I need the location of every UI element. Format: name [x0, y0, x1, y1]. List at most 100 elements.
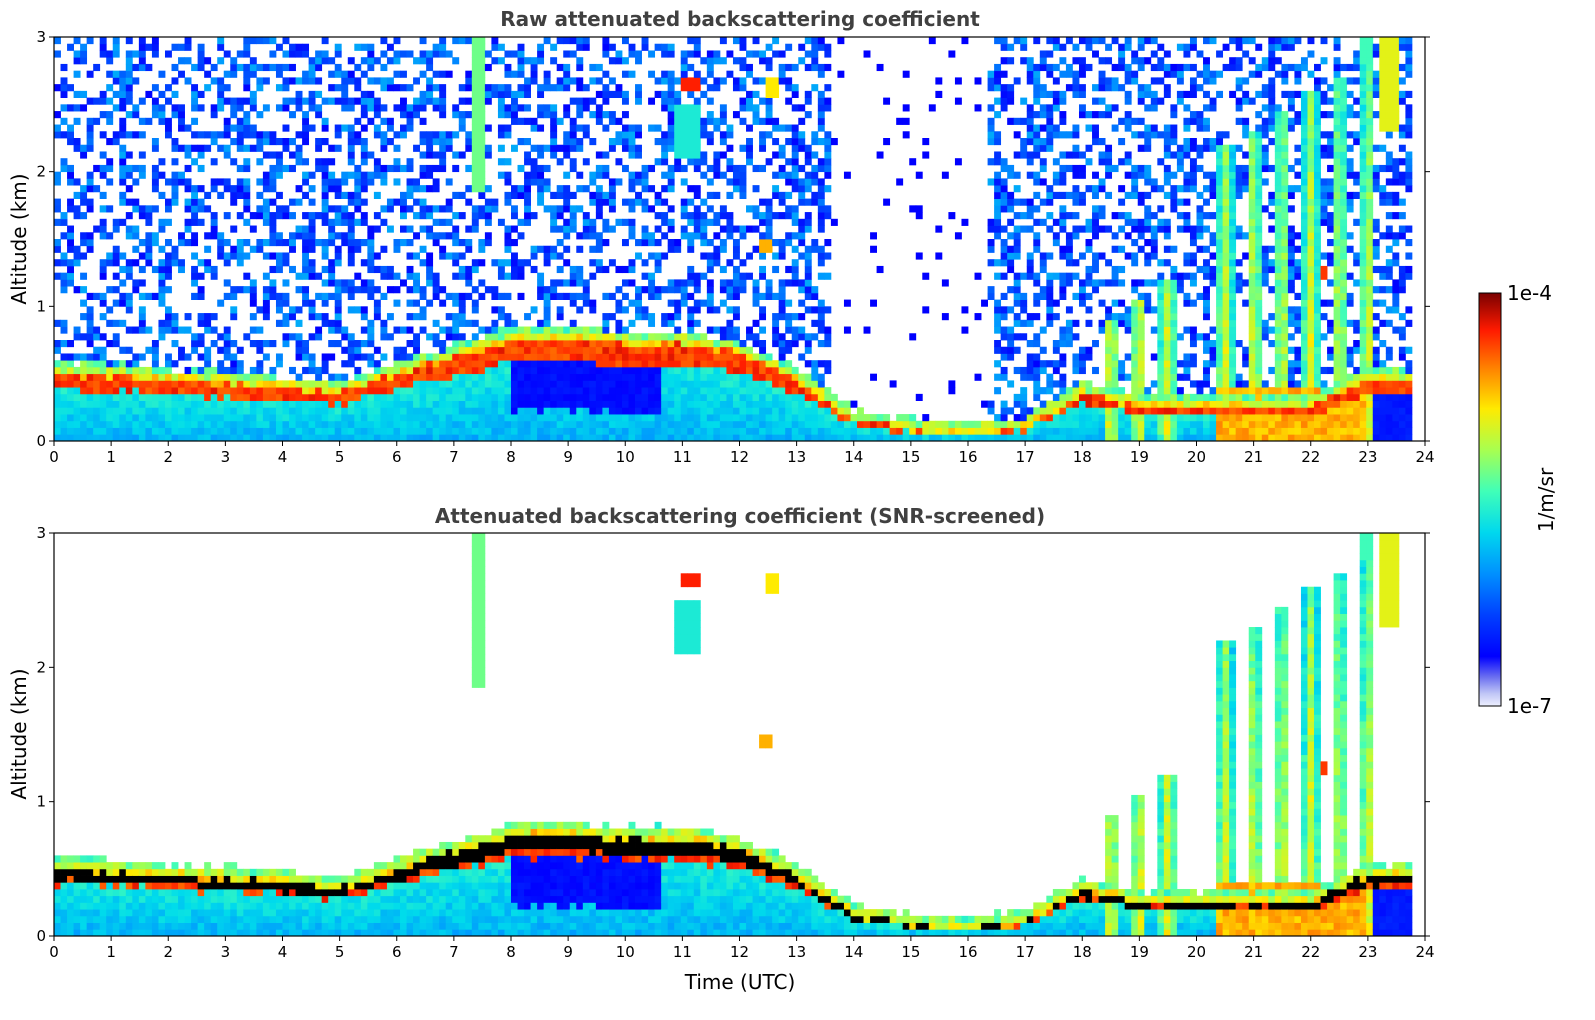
heatmap-cell [341, 239, 349, 247]
heatmap-cell [347, 144, 355, 152]
heatmap-cell [60, 373, 68, 381]
heatmap-cell [164, 353, 172, 361]
heatmap-cell [739, 380, 747, 388]
heatmap-cell [1007, 306, 1015, 314]
heatmap-cell [236, 191, 244, 199]
heatmap-cell [1072, 43, 1080, 51]
heatmap-cell [804, 400, 812, 408]
heatmap-cell [393, 144, 401, 152]
heatmap-cell [654, 380, 662, 388]
heatmap-cell [491, 57, 499, 65]
heatmap-cell [817, 185, 825, 193]
heatmap-cell [1000, 97, 1008, 105]
heatmap-cell [269, 232, 277, 240]
heatmap-cell [550, 292, 558, 300]
heatmap-cell [1033, 407, 1041, 415]
heatmap-cell [321, 218, 329, 226]
heatmap-cell [426, 279, 434, 287]
heatmap-cell [67, 272, 74, 280]
heatmap-cell [158, 292, 166, 300]
heatmap-cell [817, 313, 825, 321]
heatmap-cell [563, 111, 571, 119]
heatmap-cell [484, 239, 492, 247]
heatmap-cell [700, 225, 708, 233]
heatmap-cell [1046, 198, 1054, 206]
heatmap-cell [197, 380, 205, 388]
heatmap-cell [236, 63, 244, 72]
heatmap-cell [413, 393, 420, 401]
heatmap-cell [380, 292, 388, 300]
heatmap-cell [772, 319, 780, 327]
heatmap-cell [1007, 84, 1015, 92]
heatmap-cell [732, 313, 740, 321]
heatmap-cell [791, 151, 799, 159]
heatmap-cell [1020, 333, 1028, 341]
heatmap-cell [119, 299, 127, 307]
heatmap-cell [504, 259, 512, 267]
heatmap-cell [674, 279, 682, 287]
heatmap-cell [1072, 225, 1080, 233]
heatmap-cell [380, 400, 388, 408]
heatmap-cell [824, 63, 832, 72]
heatmap-cell [243, 205, 251, 213]
heatmap-cell [138, 63, 146, 72]
heatmap-cell [484, 185, 492, 193]
heatmap-cell [602, 239, 610, 247]
heatmap-cell [654, 43, 662, 51]
heatmap-cell [680, 70, 688, 78]
heatmap-cell [138, 366, 146, 375]
heatmap-cell [380, 393, 388, 401]
heatmap-cell [654, 158, 662, 166]
heatmap-cell [484, 63, 492, 72]
heatmap-cell [1007, 346, 1015, 354]
heatmap-cell [1000, 239, 1008, 247]
heatmap-cell [289, 239, 296, 247]
heatmap-cell [537, 185, 545, 193]
heatmap-cell [706, 414, 714, 422]
heatmap-cell [824, 131, 832, 139]
heatmap-cell [302, 380, 310, 388]
heatmap-cell [308, 387, 316, 395]
heatmap-cell [713, 232, 721, 240]
heatmap-cell [550, 124, 558, 132]
heatmap-cell [497, 333, 505, 341]
heatmap-cell [732, 272, 740, 280]
heatmap-cell [419, 131, 427, 139]
heatmap-cell [778, 427, 786, 435]
heatmap-cell [824, 239, 832, 247]
heatmap-cell [504, 434, 512, 442]
heatmap-cell [328, 414, 336, 422]
heatmap-cell [648, 97, 656, 105]
heatmap-cell [445, 346, 453, 354]
heatmap-cell [236, 138, 244, 146]
heatmap-cell [785, 43, 793, 51]
heatmap-cell [99, 218, 107, 226]
heatmap-cell [687, 272, 695, 280]
heatmap-cell [739, 272, 747, 280]
heatmap-cell [132, 434, 140, 442]
heatmap-cell [582, 360, 590, 368]
heatmap-cell [262, 393, 270, 401]
heatmap-cell [628, 205, 636, 213]
heatmap-cell [158, 245, 166, 253]
heatmap-cell [719, 225, 727, 233]
heatmap-cell [719, 346, 727, 354]
heatmap-cell [621, 218, 629, 226]
heatmap-cell [537, 90, 545, 98]
heatmap-cell [80, 43, 88, 51]
heatmap-cell [360, 144, 368, 152]
heatmap-cell [230, 414, 238, 422]
heatmap-cell [1013, 198, 1021, 206]
heatmap-cell [817, 104, 825, 112]
heatmap-cell [504, 90, 512, 98]
heatmap-cell [158, 407, 166, 415]
heatmap-cell [282, 400, 290, 408]
heatmap-cell [563, 434, 571, 442]
heatmap-cell [243, 218, 251, 226]
heatmap-cell [256, 205, 264, 213]
heatmap-cell [262, 239, 270, 247]
heatmap-cell [537, 171, 545, 179]
heatmap-cell [824, 205, 832, 213]
heatmap-cell [60, 380, 68, 388]
heatmap-cell [445, 144, 453, 152]
